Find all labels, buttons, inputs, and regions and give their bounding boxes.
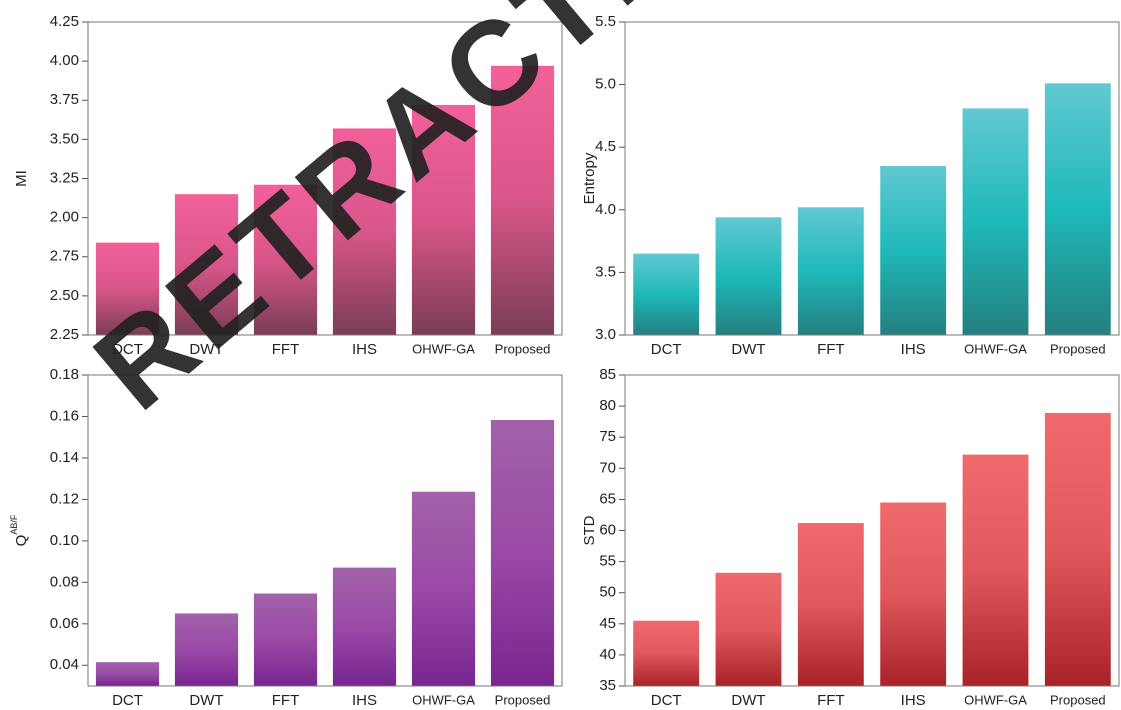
y-tick-label: 0.06 [50,615,79,632]
x-tick-label: OHWF-GA [412,341,475,356]
y-axis-label: Entropy [581,152,598,204]
x-tick-label: DCT [112,692,143,709]
bar [411,491,476,686]
y-tick-label: 3.50 [50,130,79,147]
x-tick-label: DWT [189,341,223,358]
x-tick-label: DCT [112,341,143,358]
y-tick-label: 60 [599,521,616,538]
bar [411,104,476,335]
bar [332,128,397,335]
bar [962,454,1029,686]
y-tick-label: 65 [599,490,616,507]
bar [174,194,239,335]
y-tick-label: 35 [599,677,616,694]
y-tick-label: 4.5 [595,138,616,155]
plot-frame [87,374,563,687]
x-tick-label: Proposed [495,341,551,356]
y-tick-label: 2.75 [50,248,79,265]
y-tick-label: 70 [599,459,616,476]
y-axis-label: QAB/F [9,514,30,546]
y-tick-label: 40 [599,646,616,663]
y-tick-label: 0.14 [50,449,79,466]
y-tick-label: 0.12 [50,490,79,507]
x-tick-label: IHS [352,341,377,358]
bar [490,419,555,686]
y-tick-label: 5.5 [595,13,616,30]
y-tick-label: 55 [599,553,616,570]
x-tick-label: DWT [189,692,223,709]
bar [253,593,318,686]
y-tick-label: 3.25 [50,169,79,186]
y-tick-label: 0.10 [50,532,79,549]
plot-frame [624,21,1120,336]
y-axis-label: STD [581,515,598,545]
x-tick-label: DWT [731,692,765,709]
y-axis-label-text: Entropy [581,152,598,204]
bar [174,613,239,686]
x-tick-label: DWT [731,341,765,358]
bar [95,242,160,335]
y-axis-label: MI [13,170,30,187]
y-tick-label: 0.08 [50,573,79,590]
bar [880,502,947,686]
bar [633,620,700,686]
y-tick-label: 0.04 [50,656,79,673]
bar [715,572,782,686]
y-tick-label: 85 [599,366,616,383]
y-axis-label-text: STD [581,515,598,545]
y-tick-label: 4.25 [50,13,79,30]
bar [332,567,397,686]
bar [253,184,318,335]
y-tick-label: 75 [599,428,616,445]
y-tick-label: 2.50 [50,287,79,304]
y-axis-label-superscript: AB/F [9,514,19,535]
x-tick-label: Proposed [495,692,551,707]
y-tick-label: 4.00 [50,52,79,69]
x-tick-label: Proposed [1050,692,1106,707]
bar [95,662,160,686]
x-tick-label: IHS [352,692,377,709]
bar [797,523,864,686]
bar [715,217,782,335]
x-tick-label: Proposed [1050,341,1106,356]
y-tick-label: 45 [599,615,616,632]
x-tick-label: FFT [272,341,300,358]
y-tick-label: 4.0 [595,201,616,218]
x-tick-label: IHS [901,341,926,358]
y-tick-label: 2.25 [50,326,79,343]
y-axis-label-text: Q [13,535,30,547]
y-axis-label-text: MI [13,170,30,187]
y-tick-label: 0.16 [50,407,79,424]
bar [633,253,700,335]
y-tick-label: 80 [599,397,616,414]
bar [1044,83,1111,336]
y-tick-label: 2.00 [50,209,79,226]
x-tick-label: IHS [901,692,926,709]
bar [880,165,947,335]
x-tick-label: FFT [817,692,845,709]
x-tick-label: OHWF-GA [412,692,475,707]
bar [962,108,1029,335]
y-tick-label: 5.0 [595,76,616,93]
plot-frame [87,21,563,336]
bar [490,65,555,335]
x-tick-label: OHWF-GA [964,692,1027,707]
bar [1044,412,1111,686]
x-tick-label: DCT [651,692,682,709]
x-tick-label: DCT [651,341,682,358]
plot-frame [624,374,1120,687]
x-tick-label: OHWF-GA [964,341,1027,356]
y-tick-label: 3.0 [595,326,616,343]
y-tick-label: 3.5 [595,263,616,280]
y-tick-label: 3.75 [50,91,79,108]
x-tick-label: FFT [272,692,300,709]
y-tick-label: 50 [599,584,616,601]
x-tick-label: FFT [817,341,845,358]
y-tick-label: 0.18 [50,366,79,383]
bar [797,207,864,335]
